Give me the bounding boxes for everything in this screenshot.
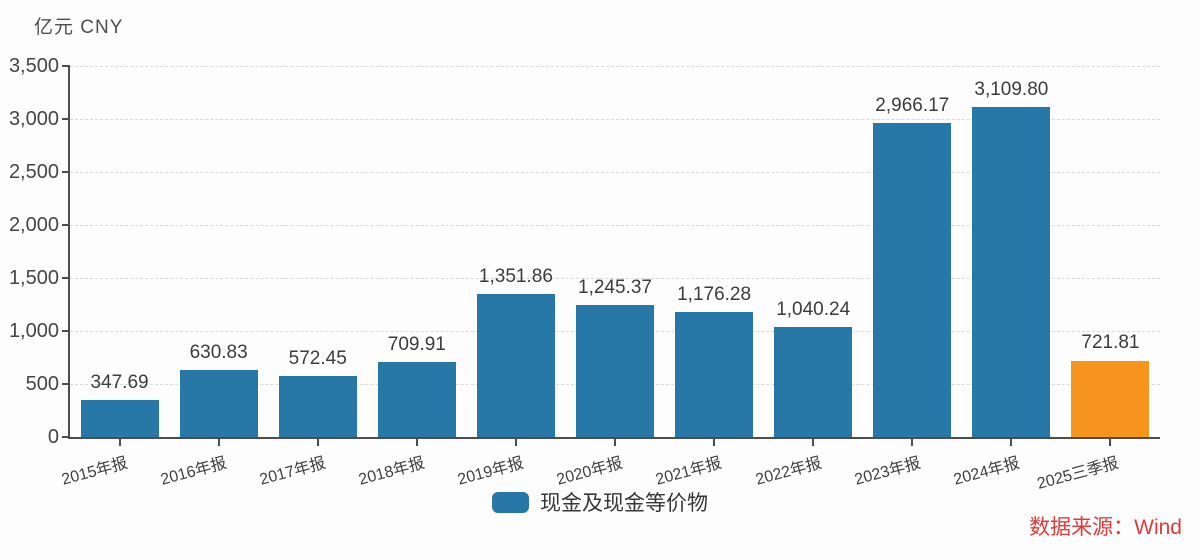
y-axis-tick [62, 436, 70, 438]
y-gridline [70, 172, 1160, 173]
plot-area: 0 500 1,000 1,500 2,000 2,500 3,000 3,500 347.69… [9, 56, 1160, 493]
bar-value-label: 3,109.80 [974, 79, 1049, 101]
bar [774, 326, 853, 437]
bar [377, 361, 456, 437]
y-axis-tick-label: 3,000 [8, 108, 59, 130]
y-gridline [70, 278, 1160, 279]
y-axis-tick [62, 224, 70, 226]
bar [476, 293, 555, 437]
bar-value-label: 709.91 [387, 333, 446, 355]
data-source-note: 数据来源：Wind [1029, 516, 1182, 539]
x-axis-category-label: 2022年报 [753, 454, 824, 489]
legend-swatch-icon [492, 491, 529, 513]
bar-value-label: 1,176.28 [677, 284, 752, 306]
bar-value-label: 721.81 [1081, 332, 1140, 354]
bar [1071, 360, 1150, 437]
x-axis-tick [1010, 437, 1013, 446]
bar-value-label: 347.69 [90, 372, 149, 394]
y-axis-tick [62, 277, 70, 279]
bar [576, 305, 654, 437]
bar-value-label: 572.45 [288, 348, 347, 370]
x-axis-category-label: 2015年报 [59, 454, 130, 489]
bar-value-label: 630.83 [189, 342, 248, 364]
legend: 现金及现金等价物 [0, 487, 1200, 517]
y-axis-tick-label: 500 [25, 373, 59, 395]
bar [972, 107, 1051, 437]
x-axis-tick [911, 437, 914, 446]
bar-value-label: 1,040.24 [776, 298, 851, 320]
y-gridline [70, 66, 1160, 67]
legend-label: 现金及现金等价物 [540, 492, 708, 515]
y-axis-tick [62, 171, 70, 173]
x-axis-tick [316, 437, 319, 446]
y-axis-tick [62, 383, 70, 385]
x-axis-category-label: 2020年报 [555, 454, 625, 489]
x-axis-category-label: 2021年报 [654, 454, 725, 489]
y-axis-tick-label: 3,500 [8, 55, 59, 77]
bar [278, 376, 357, 437]
y-axis-unit-label: 亿元 CNY [34, 17, 124, 38]
y-gridline [70, 225, 1160, 226]
bar [675, 312, 754, 437]
x-axis-category-label: 2016年报 [158, 454, 229, 489]
y-gridline [70, 119, 1160, 120]
x-axis-tick [713, 437, 716, 446]
x-axis-tick [118, 437, 121, 446]
x-axis-tick [614, 437, 616, 446]
y-axis-tick-label: 1,000 [8, 320, 59, 342]
x-axis-category-label: 2023年报 [852, 454, 923, 489]
y-axis-tick-label: 2,500 [8, 161, 59, 183]
x-axis-tick [1109, 437, 1112, 446]
x-axis-category-label: 2024年报 [951, 454, 1022, 489]
y-axis-tick-label: 0 [47, 426, 59, 448]
x-axis-tick [415, 437, 418, 446]
bar [873, 122, 952, 437]
bar-value-label: 1,245.37 [578, 276, 652, 298]
bar [179, 370, 258, 437]
x-axis-tick [514, 437, 517, 446]
y-axis-tick [62, 118, 70, 120]
x-axis-category-label: 2017年报 [257, 454, 328, 489]
y-axis-tick [62, 65, 70, 67]
x-axis-category-label: 2018年报 [357, 454, 427, 489]
x-axis-tick [217, 437, 220, 446]
bar-value-label: 2,966.17 [875, 94, 950, 116]
y-axis-tick-label: 2,000 [8, 214, 59, 236]
x-axis-category-label: 2019年报 [456, 454, 526, 489]
bar [80, 400, 159, 437]
y-axis-tick [62, 330, 70, 332]
x-axis-tick [812, 437, 815, 446]
y-axis-tick-label: 1,500 [8, 267, 59, 289]
bar-value-label: 1,351.86 [478, 265, 553, 287]
